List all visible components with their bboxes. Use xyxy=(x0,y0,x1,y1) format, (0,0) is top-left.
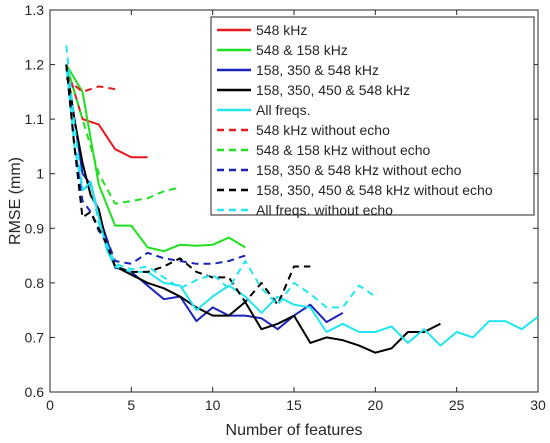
y-tick-label: 1.2 xyxy=(25,57,45,73)
legend-box xyxy=(210,16,535,216)
x-tick-label: 0 xyxy=(46,397,54,413)
legend-label: All freqs. without echo xyxy=(256,202,393,218)
y-tick-label: 1.3 xyxy=(25,2,45,18)
legend-label: 158, 350 & 548 kHz without echo xyxy=(256,162,462,178)
series-line-8 xyxy=(65,64,246,265)
legend: 548 kHz 548 & 158 kHz 158, 350 & 548 kHz 15… xyxy=(210,16,535,218)
x-tick-label: 5 xyxy=(127,397,135,413)
series-line-6 xyxy=(65,77,116,93)
legend-items: 548 kHz 548 & 158 kHz 158, 350 & 548 kHz 15… xyxy=(217,22,493,218)
legend-label: 548 & 158 kHz without echo xyxy=(256,142,431,158)
legend-label: 548 & 158 kHz xyxy=(256,42,348,58)
x-tick-label: 15 xyxy=(286,397,302,413)
series-line-2 xyxy=(65,64,246,253)
series-group xyxy=(65,45,539,354)
series-line-7 xyxy=(65,64,181,205)
series-line-9 xyxy=(65,64,311,306)
x-axis: 0 5 10 15 20 25 30 xyxy=(46,10,546,413)
y-tick-label: 0.9 xyxy=(25,220,45,236)
x-tick-label: 20 xyxy=(368,397,384,413)
series-line-1 xyxy=(65,64,148,159)
series-line-4 xyxy=(65,64,441,354)
legend-label: 548 kHz xyxy=(256,22,307,38)
legend-label: 158, 350 & 548 kHz xyxy=(256,62,379,78)
x-tick-label: 30 xyxy=(530,397,546,413)
y-tick-label: 0.6 xyxy=(25,384,45,400)
legend-label: All freqs. xyxy=(256,102,310,118)
y-tick-label: 0.7 xyxy=(25,329,45,345)
legend-label: 548 kHz without echo xyxy=(256,122,390,138)
series-line-5 xyxy=(65,64,539,347)
x-tick-label: 25 xyxy=(449,397,465,413)
series-line-10 xyxy=(65,45,376,309)
y-axis: 0.6 0.7 0.8 0.9 1 1.1 1.2 1.3 xyxy=(25,2,538,400)
y-tick-label: 1 xyxy=(36,166,44,182)
y-tick-label: 0.8 xyxy=(25,275,45,291)
x-axis-title: Number of features xyxy=(226,422,363,439)
legend-label: 158, 350, 450 & 548 kHz without echo xyxy=(256,182,493,198)
y-tick-label: 1.1 xyxy=(25,111,45,127)
legend-label: 158, 350, 450 & 548 kHz xyxy=(256,82,410,98)
y-axis-title: RMSE (mm) xyxy=(7,157,24,245)
x-tick-label: 10 xyxy=(205,397,221,413)
